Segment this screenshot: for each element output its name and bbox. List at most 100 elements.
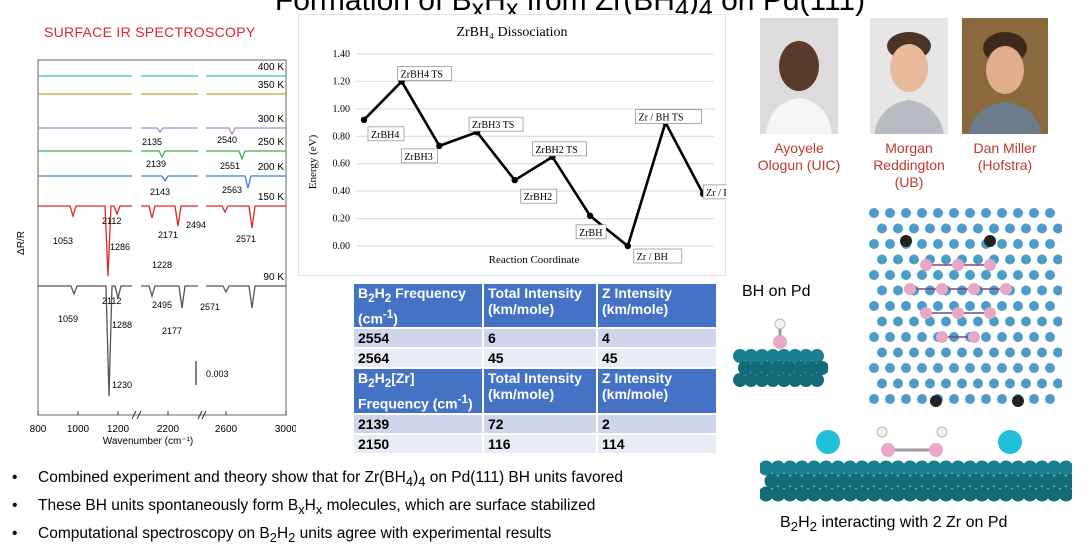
pd-atom — [878, 460, 894, 476]
energy-point — [360, 116, 368, 124]
pd-atom — [777, 373, 791, 387]
energy-label-box — [633, 248, 683, 264]
pd-atom — [890, 486, 906, 502]
pd-atom — [1028, 473, 1044, 489]
ir-frame — [37, 59, 287, 416]
table-cell: 45 — [484, 349, 596, 368]
pd-atom — [1052, 473, 1068, 489]
ir-ylabel: ΔR/R — [16, 231, 27, 255]
pd-atom — [989, 378, 999, 389]
pd-atom — [878, 486, 894, 502]
table-cell: 2554 — [354, 329, 482, 348]
peak-label: 1286 — [110, 242, 130, 252]
temp-label: 250 K — [258, 137, 284, 148]
table-row: 2554 6 4 — [354, 329, 716, 348]
pd-atom — [973, 347, 983, 358]
pd-atom — [949, 239, 959, 249]
pd-atom — [1013, 239, 1023, 249]
table-header-cell: Total Intensity (km/mole) — [484, 284, 596, 328]
pd-atom — [1029, 394, 1039, 404]
pd-atom — [989, 316, 999, 327]
energy-label-box — [702, 184, 726, 200]
pd-atom — [1010, 486, 1026, 502]
ir-xlabel: Wavenumber (cm⁻¹) — [103, 436, 193, 447]
bullet-item: • Computational spectroscopy on B2H2 unit… — [12, 525, 552, 546]
pd-atom — [869, 208, 879, 218]
pd-atom — [1053, 285, 1062, 296]
pd-atom — [957, 285, 967, 296]
pd-atom — [941, 254, 951, 265]
pd-atom — [914, 486, 930, 502]
pd-atom — [1029, 208, 1039, 218]
peak-label: 1228 — [152, 260, 172, 270]
boron-atom — [936, 283, 948, 295]
pd-atom — [788, 373, 802, 387]
ir-tick-label: 1000 — [67, 424, 90, 435]
table-header-cell: Z Intensity (km/mole) — [598, 369, 716, 413]
energy-point — [624, 242, 631, 250]
pd-atom — [1021, 378, 1031, 389]
peak-label: 2551 — [220, 161, 240, 171]
table-row: 2150 116 114 — [354, 434, 716, 453]
pd-atom — [869, 270, 879, 280]
energy-ylabel: Energy (eV) — [307, 134, 319, 189]
pd-atom — [981, 332, 991, 342]
pd-atom — [917, 208, 927, 218]
pd-atom — [908, 473, 924, 489]
pd-atom — [941, 378, 951, 389]
pd-atom — [992, 473, 1008, 489]
ir-tick-label: 3000 — [275, 424, 296, 435]
y-tick-label: 1.40 — [333, 49, 351, 60]
energy-label-box — [520, 188, 558, 204]
pd-atom — [893, 347, 903, 358]
pd-atom — [965, 301, 975, 311]
pd-atom — [1045, 394, 1055, 404]
caption-dan: Dan Miller (Hofstra) — [973, 140, 1037, 173]
pd-atom — [1005, 378, 1015, 389]
energy-point — [436, 142, 443, 150]
pd-atom — [957, 223, 967, 234]
pd-atom — [799, 349, 813, 363]
energy-label-box — [468, 116, 524, 132]
peak-label: 2494 — [186, 220, 206, 230]
zr-atom — [984, 235, 996, 247]
pd-atom — [806, 460, 822, 476]
table-cell: 114 — [598, 434, 716, 453]
table-row: 2139 72 2 — [354, 414, 716, 433]
pd-atom — [893, 378, 903, 389]
pd-atom — [1013, 332, 1023, 342]
pd-atom — [925, 285, 935, 296]
peak-label: 2139 — [146, 159, 166, 169]
pd-atom — [902, 486, 918, 502]
frequency-tables: B2H2 Frequency (cm-1) Total Intensity (k… — [352, 282, 718, 455]
pd-atom — [755, 373, 769, 387]
pd-atom — [890, 460, 906, 476]
ir-trace-k250 — [206, 150, 286, 161]
pd-atom — [1046, 460, 1062, 476]
boron-atom — [1000, 283, 1012, 295]
ir-panel-title: SURFACE IR SPECTROSCOPY — [44, 24, 256, 40]
pd-atom — [744, 349, 758, 363]
energy-point-label: ZrBH2 TS — [535, 145, 577, 156]
pd-atom — [872, 473, 888, 489]
pd-atom — [1029, 270, 1039, 280]
pd-atom — [766, 349, 780, 363]
pd-atom — [1045, 270, 1055, 280]
pd-atom — [866, 460, 882, 476]
pd-atom — [760, 460, 774, 476]
pd-atom — [1037, 378, 1047, 389]
b2h2-frequency-table: B2H2 Frequency (cm-1) Total Intensity (k… — [352, 282, 718, 455]
pd-atom — [788, 473, 804, 489]
pd-atom — [949, 394, 959, 404]
pd-atom — [1029, 332, 1039, 342]
pd-atom — [760, 361, 774, 375]
energy-point-label: ZrBH3 TS — [472, 120, 514, 131]
pd-atom — [997, 270, 1007, 280]
pd-atom — [974, 460, 990, 476]
pd-atom — [1022, 460, 1038, 476]
pd-atom — [1058, 486, 1072, 502]
table-header-cell: B2H2 Frequency (cm-1) — [354, 284, 482, 328]
pd-atom — [1037, 285, 1047, 296]
photo-dan — [962, 18, 1048, 134]
pd-atom — [733, 373, 747, 387]
